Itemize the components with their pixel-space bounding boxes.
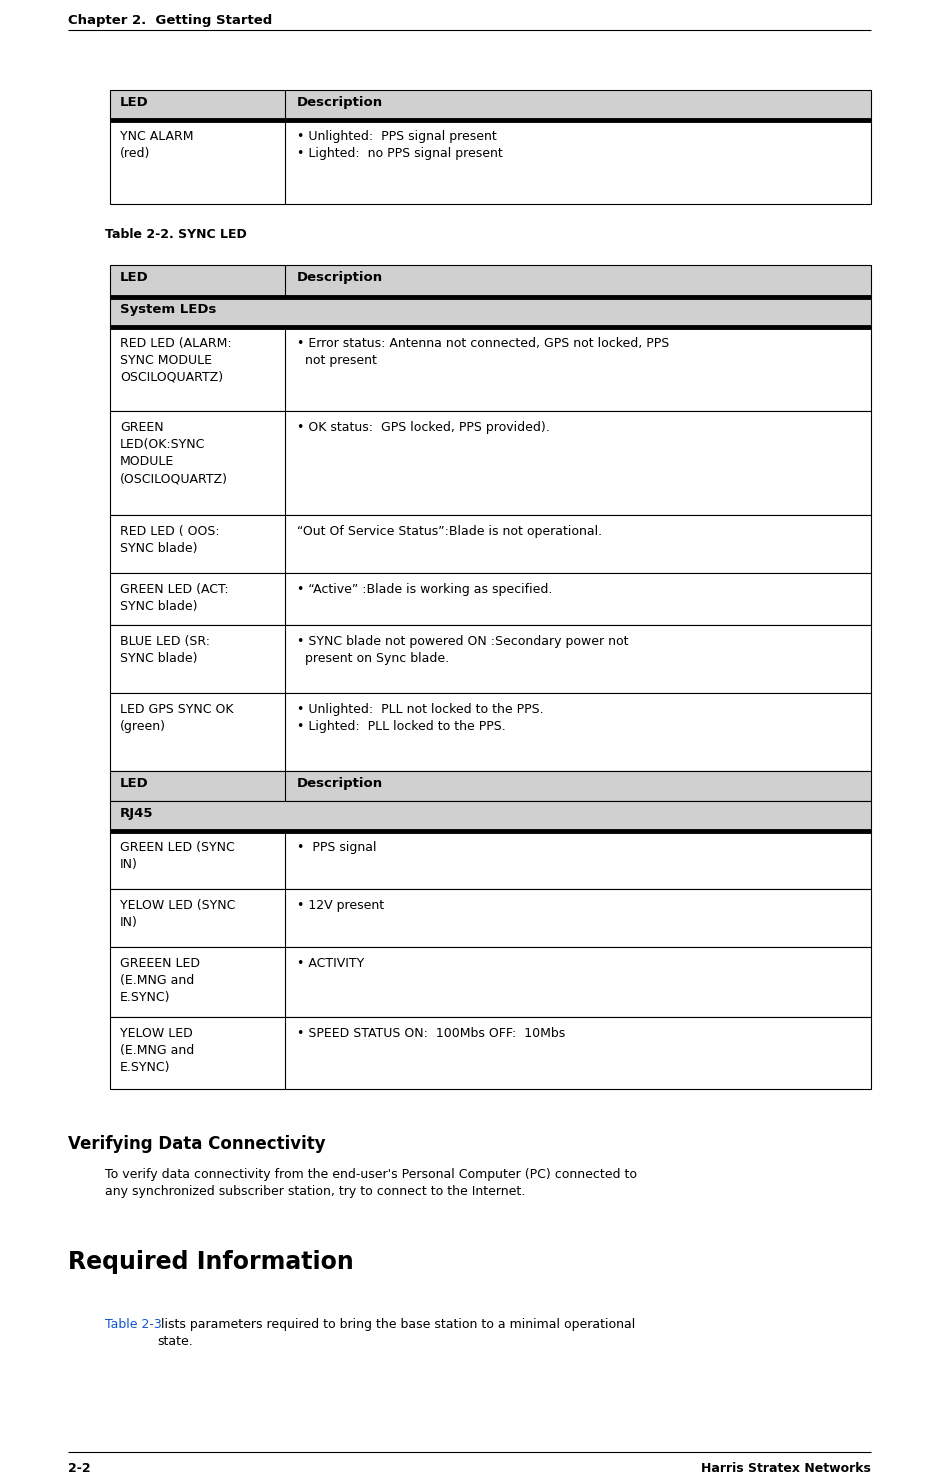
Text: •  PPS signal: • PPS signal	[297, 841, 377, 853]
Bar	[110, 297, 871, 326]
Text: Table 2-2. SYNC LED: Table 2-2. SYNC LED	[105, 229, 247, 240]
Bar	[110, 326, 871, 411]
Text: “Out Of Service Status”:Blade is not operational.: “Out Of Service Status”:Blade is not ope…	[297, 525, 602, 539]
Text: To verify data connectivity from the end-user's Personal Computer (PC) connected: To verify data connectivity from the end…	[105, 1168, 637, 1198]
Bar	[110, 326, 871, 411]
Text: GREEN LED (SYNC
IN): GREEN LED (SYNC IN)	[120, 841, 235, 871]
Bar	[110, 411, 871, 515]
Text: BLUE LED (SR:
SYNC blade): BLUE LED (SR: SYNC blade)	[120, 635, 210, 665]
Bar	[110, 266, 871, 297]
Text: Description: Description	[297, 96, 383, 108]
Text: LED GPS SYNC OK
(green): LED GPS SYNC OK (green)	[120, 703, 234, 733]
Text: Description: Description	[297, 778, 383, 789]
Text: RJ45: RJ45	[120, 807, 153, 821]
Text: • ACTIVITY: • ACTIVITY	[297, 957, 364, 971]
Text: LED: LED	[120, 272, 148, 283]
Text: Required Information: Required Information	[68, 1250, 354, 1273]
Text: RED LED (ALARM:
SYNC MODULE
OSCILOQUARTZ): RED LED (ALARM: SYNC MODULE OSCILOQUARTZ…	[120, 337, 232, 384]
Bar	[110, 831, 871, 889]
Bar	[110, 573, 871, 625]
Bar	[110, 772, 871, 801]
Bar	[110, 625, 871, 693]
Bar	[110, 693, 871, 772]
Text: • “Active” :Blade is working as specified.: • “Active” :Blade is working as specifie…	[297, 583, 552, 597]
Bar	[110, 91, 871, 120]
Text: lists parameters required to bring the base station to a minimal operational
sta: lists parameters required to bring the b…	[157, 1318, 636, 1347]
Bar	[110, 889, 871, 947]
Text: • Unlighted:  PLL not locked to the PPS.
• Lighted:  PLL locked to the PPS.: • Unlighted: PLL not locked to the PPS. …	[297, 703, 544, 733]
Bar	[110, 573, 871, 625]
Bar	[110, 1017, 871, 1089]
Bar	[110, 947, 871, 1017]
Bar	[110, 831, 871, 889]
Bar	[110, 297, 871, 326]
Text: Verifying Data Connectivity: Verifying Data Connectivity	[68, 1135, 326, 1153]
Text: • SYNC blade not powered ON :Secondary power not
  present on Sync blade.: • SYNC blade not powered ON :Secondary p…	[297, 635, 628, 665]
Bar	[110, 266, 871, 297]
Bar	[110, 120, 871, 203]
Bar	[110, 801, 871, 831]
Bar	[110, 693, 871, 772]
Text: • 12V present: • 12V present	[297, 899, 384, 913]
Text: GREEN LED (ACT:
SYNC blade): GREEN LED (ACT: SYNC blade)	[120, 583, 228, 613]
Bar	[110, 772, 871, 801]
Bar	[110, 91, 871, 120]
Bar	[110, 801, 871, 831]
Text: Description: Description	[297, 272, 383, 283]
Text: 2-2: 2-2	[68, 1462, 91, 1475]
Text: • OK status:  GPS locked, PPS provided).: • OK status: GPS locked, PPS provided).	[297, 421, 549, 433]
Text: Harris Stratex Networks: Harris Stratex Networks	[701, 1462, 871, 1475]
Text: LED: LED	[120, 778, 148, 789]
Bar	[110, 120, 871, 203]
Text: • Error status: Antenna not connected, GPS not locked, PPS
  not present: • Error status: Antenna not connected, G…	[297, 337, 670, 367]
Text: GREEN
LED(OK:SYNC
MODULE
(OSCILOQUARTZ): GREEN LED(OK:SYNC MODULE (OSCILOQUARTZ)	[120, 421, 228, 485]
Bar	[110, 889, 871, 947]
Bar	[110, 947, 871, 1017]
Bar	[110, 515, 871, 573]
Text: YNC ALARM
(red): YNC ALARM (red)	[120, 131, 193, 160]
Bar	[110, 411, 871, 515]
Text: • SPEED STATUS ON:  100Mbs OFF:  10Mbs: • SPEED STATUS ON: 100Mbs OFF: 10Mbs	[297, 1027, 565, 1040]
Text: • Unlighted:  PPS signal present
• Lighted:  no PPS signal present: • Unlighted: PPS signal present • Lighte…	[297, 131, 502, 160]
Text: System LEDs: System LEDs	[120, 303, 216, 316]
Text: RED LED ( OOS:
SYNC blade): RED LED ( OOS: SYNC blade)	[120, 525, 220, 555]
Text: LED: LED	[120, 96, 148, 108]
Text: Chapter 2.  Getting Started: Chapter 2. Getting Started	[68, 13, 272, 27]
Text: GREEEN LED
(E.MNG and
E.SYNC): GREEEN LED (E.MNG and E.SYNC)	[120, 957, 200, 1005]
Text: YELOW LED
(E.MNG and
E.SYNC): YELOW LED (E.MNG and E.SYNC)	[120, 1027, 194, 1074]
Bar	[110, 625, 871, 693]
Text: Table 2-3: Table 2-3	[105, 1318, 162, 1331]
Bar	[110, 515, 871, 573]
Bar	[110, 1017, 871, 1089]
Text: YELOW LED (SYNC
IN): YELOW LED (SYNC IN)	[120, 899, 236, 929]
